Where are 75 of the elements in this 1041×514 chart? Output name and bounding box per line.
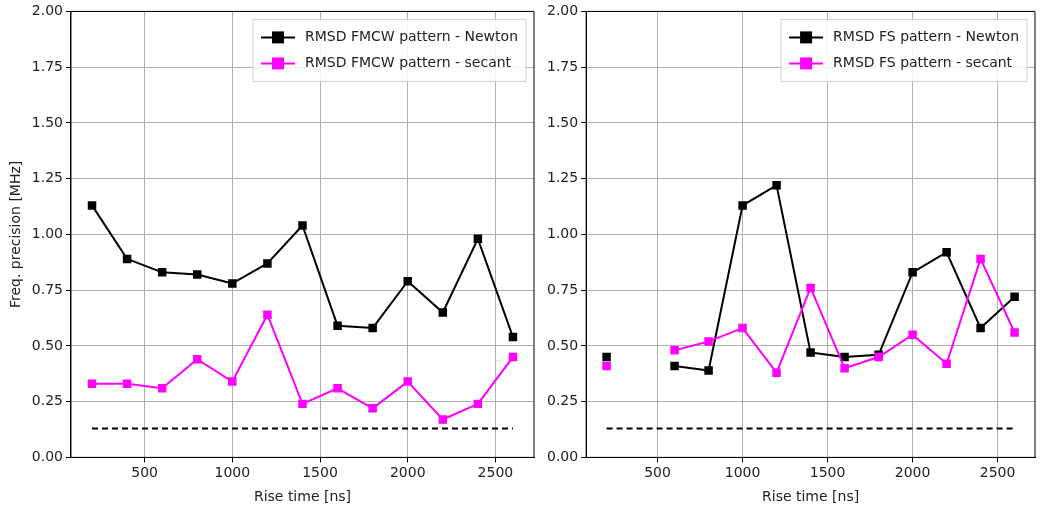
x-tick-label: 1000 [724, 464, 761, 481]
point [942, 359, 951, 368]
y-tick-label: 0.50 [547, 336, 579, 353]
point [704, 366, 713, 375]
x-tick-label: 2000 [894, 464, 931, 481]
point [976, 323, 985, 333]
point [976, 254, 985, 264]
point [157, 268, 167, 277]
point [403, 377, 412, 386]
point [438, 415, 448, 424]
point [368, 323, 377, 333]
point [333, 321, 342, 331]
x-tick-label: 500 [644, 464, 671, 481]
y-tick-label: 0.25 [31, 392, 63, 409]
y-tick-label: 0.25 [547, 392, 579, 409]
point [193, 270, 202, 279]
point [228, 279, 237, 288]
x-tick-label: 500 [131, 464, 158, 481]
x-tick-label: 2500 [979, 464, 1016, 481]
x-axis-title: Rise time [ns] [762, 488, 860, 505]
y-tick-label: 1.75 [547, 57, 579, 74]
point [263, 310, 272, 319]
point [263, 259, 272, 268]
point [193, 355, 202, 364]
legend-label: RMSD FMCW pattern - secant [305, 54, 512, 71]
point [942, 248, 951, 257]
y-tick-label: 1.00 [31, 225, 63, 242]
legend-label: RMSD FMCW pattern - Newton [305, 28, 518, 45]
y-tick-label: 1.25 [547, 169, 579, 186]
point [403, 276, 412, 286]
point [738, 323, 747, 333]
point [704, 337, 713, 346]
y-tick-label: 0.75 [31, 280, 63, 297]
x-tick-label: 2000 [389, 464, 426, 481]
point [670, 361, 679, 371]
y-tick-label: 1.75 [31, 57, 63, 74]
point [602, 361, 611, 371]
y-tick-label: 0.00 [547, 448, 579, 465]
y-axis-title: Freq. precision [MHz] [7, 160, 24, 309]
point [670, 346, 679, 355]
point [772, 181, 781, 190]
x-axis-title: Rise time [ns] [253, 488, 352, 505]
point [908, 330, 917, 339]
point [806, 283, 815, 293]
legend-label: RMSD FS pattern - secant [833, 54, 1013, 71]
point [157, 384, 167, 393]
point [228, 377, 237, 386]
point [806, 348, 815, 357]
point [298, 221, 307, 230]
y-tick-label: 2.00 [31, 2, 63, 19]
point [1010, 328, 1019, 337]
x-tick-label: 2500 [477, 464, 514, 481]
point [438, 308, 448, 317]
y-tick-label: 2.00 [547, 2, 579, 19]
point [908, 268, 917, 277]
point [772, 368, 781, 377]
point [1010, 292, 1019, 302]
legend-label: RMSD FS pattern - Newton [833, 28, 1020, 45]
point [333, 384, 342, 393]
point [840, 363, 849, 373]
x-tick-label: 1500 [809, 464, 846, 481]
point [87, 201, 97, 210]
point [738, 201, 747, 210]
point [368, 404, 377, 413]
y-tick-label: 1.50 [31, 113, 63, 130]
y-tick-label: 1.50 [547, 113, 579, 130]
y-tick-label: 1.25 [31, 169, 63, 186]
x-tick-label: 1500 [302, 464, 338, 481]
point [602, 352, 611, 362]
y-tick-label: 0.50 [31, 336, 63, 353]
y-tick-label: 1.00 [547, 225, 579, 242]
x-tick-label: 1000 [214, 464, 251, 481]
y-tick-label: 0.75 [547, 280, 579, 297]
y-tick-label: 0.00 [31, 448, 63, 465]
point [298, 399, 307, 409]
